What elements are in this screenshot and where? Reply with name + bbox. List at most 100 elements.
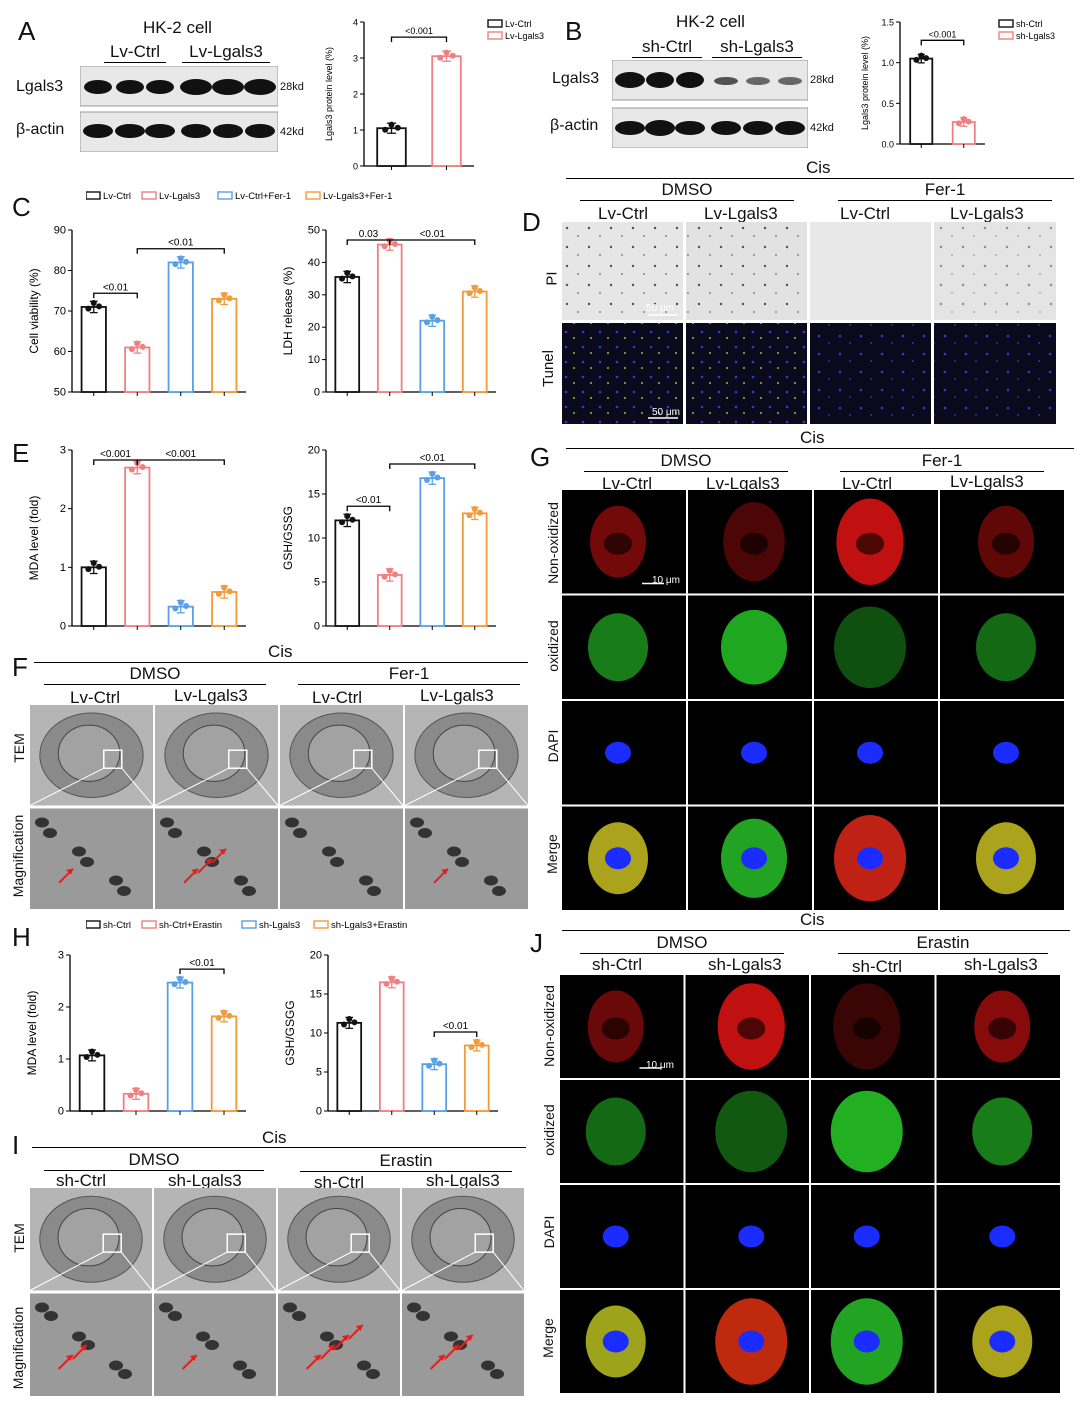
mitochondrion: [330, 857, 344, 867]
bar: [431, 55, 462, 167]
y-tick-label: 1: [60, 562, 66, 574]
i-group2: Erastin: [300, 1151, 512, 1172]
d-image-grid: [562, 222, 1056, 424]
data-point: [381, 573, 388, 580]
dapi-nucleus: [602, 1225, 629, 1248]
data-point: [965, 118, 972, 125]
nucleus-shadow: [988, 1017, 1017, 1040]
mitochondrion: [168, 828, 182, 838]
mitochondrion: [447, 846, 461, 857]
zoom-line: [154, 767, 230, 806]
mitochondrion: [410, 817, 424, 828]
g-row-merge: Merge: [544, 834, 560, 874]
p-value-label: <0.01: [420, 453, 446, 464]
bar: [461, 512, 488, 627]
nucleus-shadow: [740, 532, 768, 555]
wb-b-group1: sh-Ctrl: [632, 37, 702, 58]
data-point: [443, 49, 450, 56]
g-row-nonoxidized: Non-oxidized: [545, 502, 561, 584]
g-row-dapi: DAPI: [545, 729, 561, 763]
y-axis-label: LDH release (%): [281, 267, 295, 356]
legend-label: sh-Lgals3: [259, 920, 300, 931]
y-tick-label: 3: [58, 950, 64, 962]
zoom-line: [30, 1251, 104, 1291]
p-value-label: <0.001: [405, 26, 433, 36]
mitochondrion: [285, 817, 299, 828]
chart-h-gsh: 0 5 10 15 20 GSH/GSGG <0.01: [283, 950, 498, 1118]
legend-label: Lv-Lgals3: [159, 191, 200, 202]
y-tick-label: 1.0: [881, 58, 894, 68]
oxidized-signal: [972, 1097, 1033, 1166]
red-arrowhead: [189, 1355, 197, 1361]
i-row-magnification: Magnification: [10, 1306, 26, 1390]
g-col3: Lv-Ctrl: [842, 474, 893, 493]
merge-nucleus: [853, 1330, 880, 1353]
oxidized-signal: [721, 609, 787, 685]
legend-label: sh-Ctrl+Erastin: [159, 920, 222, 931]
j-row-nonoxidized: Non-oxidized: [541, 985, 557, 1067]
mitochondrion: [357, 1360, 371, 1371]
data-point: [478, 1041, 485, 1048]
data-point: [171, 981, 178, 988]
d-row-tunel: Tunel: [539, 350, 557, 387]
data-point: [449, 52, 456, 59]
mitochondrion: [35, 817, 49, 828]
data-point: [215, 1014, 222, 1021]
legend-swatch: [487, 19, 503, 28]
f-group1: DMSO: [44, 664, 266, 685]
mitochondrion: [492, 886, 506, 896]
i-col3: sh-Ctrl: [314, 1173, 365, 1192]
y-axis-label: GSH/GSSG: [281, 506, 295, 570]
j-cis-label: Cis: [800, 910, 825, 929]
d-col1: Lv-Ctrl: [598, 204, 649, 223]
y-tick-label: 0: [316, 1106, 322, 1118]
panel-label-b: B: [565, 16, 583, 46]
wb-b-row2-label: β-actin: [550, 117, 599, 134]
data-point: [391, 571, 398, 578]
p-value-label: <0.01: [168, 238, 194, 249]
g-cis-line: [566, 448, 1074, 449]
dapi-nucleus: [741, 741, 767, 764]
bar: [124, 466, 151, 627]
nucleus: [432, 724, 496, 782]
oxidized-signal: [830, 1090, 903, 1173]
legend-swatch: [86, 191, 101, 200]
y-tick-label: 0: [60, 621, 66, 633]
panel-label-h: H: [12, 922, 31, 952]
y-tick-label: 1: [353, 126, 358, 136]
significance-bracket: [389, 463, 476, 469]
data-point: [393, 978, 400, 985]
data-point: [466, 290, 473, 297]
data-point: [424, 477, 431, 484]
data-point: [913, 56, 920, 63]
zoom-line: [371, 767, 404, 806]
j-col4: sh-Lgals3: [964, 955, 1038, 974]
zoom-line: [153, 1251, 228, 1291]
data-point: [471, 506, 478, 513]
data-point: [226, 1012, 233, 1019]
chart-h-mda: 0 1 2 3 MDA level (fold) <0.01: [25, 950, 246, 1118]
j-group1: DMSO: [580, 933, 784, 954]
data-point: [182, 979, 189, 986]
g-cis-label: Cis: [800, 428, 825, 447]
mitochondrion: [320, 1331, 334, 1342]
j-row-dapi: DAPI: [541, 1215, 557, 1249]
legend-c: Lv-Ctrl Lv-Lgals3 Lv-Ctrl+Fer-1 Lv-Lgals3+F…: [86, 191, 392, 202]
y-tick-label: 0: [58, 1106, 64, 1118]
nucleus: [57, 724, 121, 782]
y-tick-label: 70: [54, 306, 66, 318]
data-point: [172, 261, 179, 268]
data-point: [383, 980, 390, 987]
bar: [376, 243, 403, 393]
data-point: [394, 124, 401, 131]
bar: [80, 566, 107, 627]
data-point: [89, 1048, 95, 1055]
data-point: [388, 121, 395, 128]
y-tick-label: 3: [353, 54, 358, 64]
zoom-line: [246, 767, 279, 806]
bar: [78, 1054, 106, 1112]
wb-a-group2: Lv-Lgals3: [182, 42, 270, 63]
significance-bracket: [136, 459, 225, 465]
zoom-box: [474, 1233, 494, 1253]
data-point: [473, 1038, 480, 1045]
